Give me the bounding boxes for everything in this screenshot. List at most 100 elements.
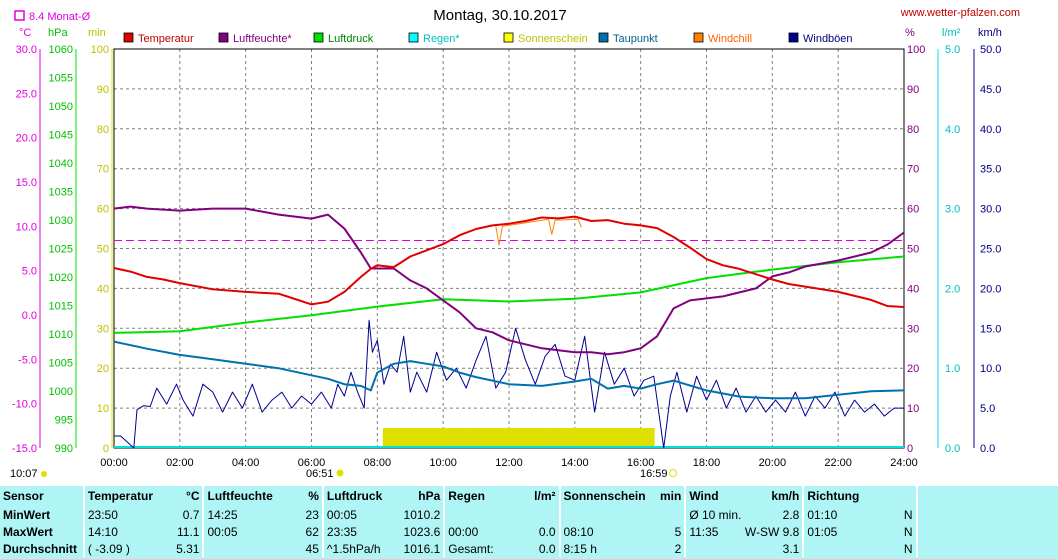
sunshine-bar	[519, 428, 523, 448]
legend-swatch	[693, 32, 704, 43]
sunshine-bar	[574, 428, 578, 448]
row-label: MaxWert	[0, 523, 85, 540]
sunshine-bar	[418, 428, 422, 448]
unit-wind: km/h	[978, 27, 1002, 39]
temp-tick-label: 5.0	[22, 266, 37, 278]
statistics-panel: Sensor Temperatur °C Luftfeuchte % Luftd…	[0, 486, 1058, 559]
sunshine-bar	[503, 428, 507, 448]
sun-value: 2	[645, 540, 687, 557]
sunset-icon	[669, 469, 677, 477]
sunshine-bar	[563, 428, 567, 448]
series-luftdruck	[113, 255, 905, 334]
sunshine-bar	[618, 428, 622, 448]
press-tick-label: 990	[55, 443, 73, 455]
header-wind: Wind	[689, 489, 719, 503]
row-label: Durchschnitt	[0, 540, 85, 557]
hum-time	[203, 540, 283, 557]
sunshine-bar	[626, 428, 630, 448]
temp-tick-label: 25.0	[16, 88, 37, 100]
press-time: ^1.5hPa/h	[326, 541, 381, 556]
rain-value: 0.0	[517, 540, 561, 557]
sunshine-bar	[517, 428, 521, 448]
legend-swatch	[218, 32, 229, 43]
hum-value: 45	[283, 540, 324, 557]
stats-row-max: MaxWert 14:10 11.1 00:05 62 23:35 1023.6…	[0, 523, 1058, 540]
x-tick-label: 02:00	[166, 457, 194, 469]
header-temp-unit: °C	[163, 486, 205, 506]
wind-tick-label: 35.0	[980, 164, 1001, 176]
sunshine-bar	[569, 428, 573, 448]
sunshine-bar	[541, 428, 545, 448]
sunshine-bar	[478, 428, 482, 448]
header-press: Luftdruck	[326, 489, 383, 503]
sunshine-bar	[456, 428, 460, 448]
plot-area	[113, 205, 905, 449]
header-sun: Sonnenschein	[563, 489, 646, 503]
sunshine-bar	[470, 428, 474, 448]
sunshine-bar	[547, 428, 551, 448]
sunshine-bar	[509, 428, 512, 448]
x-axis-ticks: 00:00 02:00 04:00 06:00 08:00 10:00 12:00 14:00…	[100, 457, 918, 469]
press-tick-label: 1000	[49, 386, 73, 398]
legend-label: Windböen	[803, 33, 853, 45]
wind-tick-label: 10.0	[980, 363, 1001, 375]
sunshine-bar	[385, 428, 389, 448]
sunshine-bar	[646, 428, 650, 448]
hum-tick-label: 0	[907, 443, 913, 455]
sunshine-bar	[648, 428, 652, 448]
dir-value: N	[886, 523, 918, 540]
sunshine-bar	[495, 428, 499, 448]
rain-tick-label: 4.0	[945, 124, 960, 136]
press-time: 23:35	[326, 524, 357, 539]
sun-value: 5	[645, 523, 687, 540]
sun-tick-label: 20	[97, 363, 109, 375]
sunshine-bar	[476, 428, 480, 448]
chart-title: Montag, 30.10.2017	[433, 7, 566, 24]
wind-tick-label: 15.0	[980, 323, 1001, 335]
sunshine-bar	[522, 428, 526, 448]
dir-time: 01:10	[807, 507, 838, 522]
hum-tick-label: 100	[907, 44, 925, 56]
press-time: 00:05	[326, 507, 357, 522]
wind-time: Ø 10 min.	[689, 507, 742, 522]
sunshine-bar	[382, 428, 386, 448]
wind-time	[685, 540, 741, 557]
sunshine-bar	[391, 428, 395, 448]
press-tick-label: 1060	[49, 44, 73, 56]
x-tick-label: 12:00	[495, 457, 523, 469]
grid-lines	[114, 49, 904, 448]
sunshine-bar	[399, 428, 403, 448]
sunshine-bar	[643, 428, 647, 448]
sunshine-bar	[440, 428, 444, 448]
press-value: 1016.1	[400, 540, 446, 557]
wind-value: 2.8	[741, 506, 805, 523]
sunshine-bar	[640, 428, 644, 448]
hum-tick-label: 20	[907, 363, 919, 375]
header-temp: Temperatur	[87, 489, 154, 503]
press-tick-label: 1055	[49, 73, 73, 85]
wind-value: W-SW 9.8	[741, 523, 805, 540]
sunshine-bar	[637, 428, 641, 448]
sunshine-bar	[533, 428, 537, 448]
unit-temp: °C	[19, 27, 31, 39]
dir-time	[803, 540, 886, 557]
row-label: MinWert	[0, 506, 85, 523]
wind-tick-label: 0.0	[980, 443, 995, 455]
x-tick-label: 18:00	[693, 457, 721, 469]
series-taupunkt	[113, 340, 905, 400]
header-hum: Luftfeuchte	[207, 489, 273, 503]
sunshine-bar	[487, 428, 491, 448]
sunshine-bar	[448, 428, 452, 448]
sunshine-bar	[561, 428, 565, 448]
sun-tick-label: 80	[97, 124, 109, 136]
sunshine-bar	[492, 428, 496, 448]
sun-markers: 10:07 06:51 16:59	[10, 468, 677, 480]
hum-tick-label: 60	[907, 204, 919, 216]
legend-label: Regen*	[423, 33, 460, 45]
x-tick-label: 08:00	[364, 457, 392, 469]
sunshine-bar	[651, 428, 655, 448]
sunshine-bar	[511, 428, 515, 448]
sunshine-bar	[624, 428, 628, 448]
statistics-table: Sensor Temperatur °C Luftfeuchte % Luftd…	[0, 486, 1058, 557]
unit-sun: min	[88, 27, 106, 39]
